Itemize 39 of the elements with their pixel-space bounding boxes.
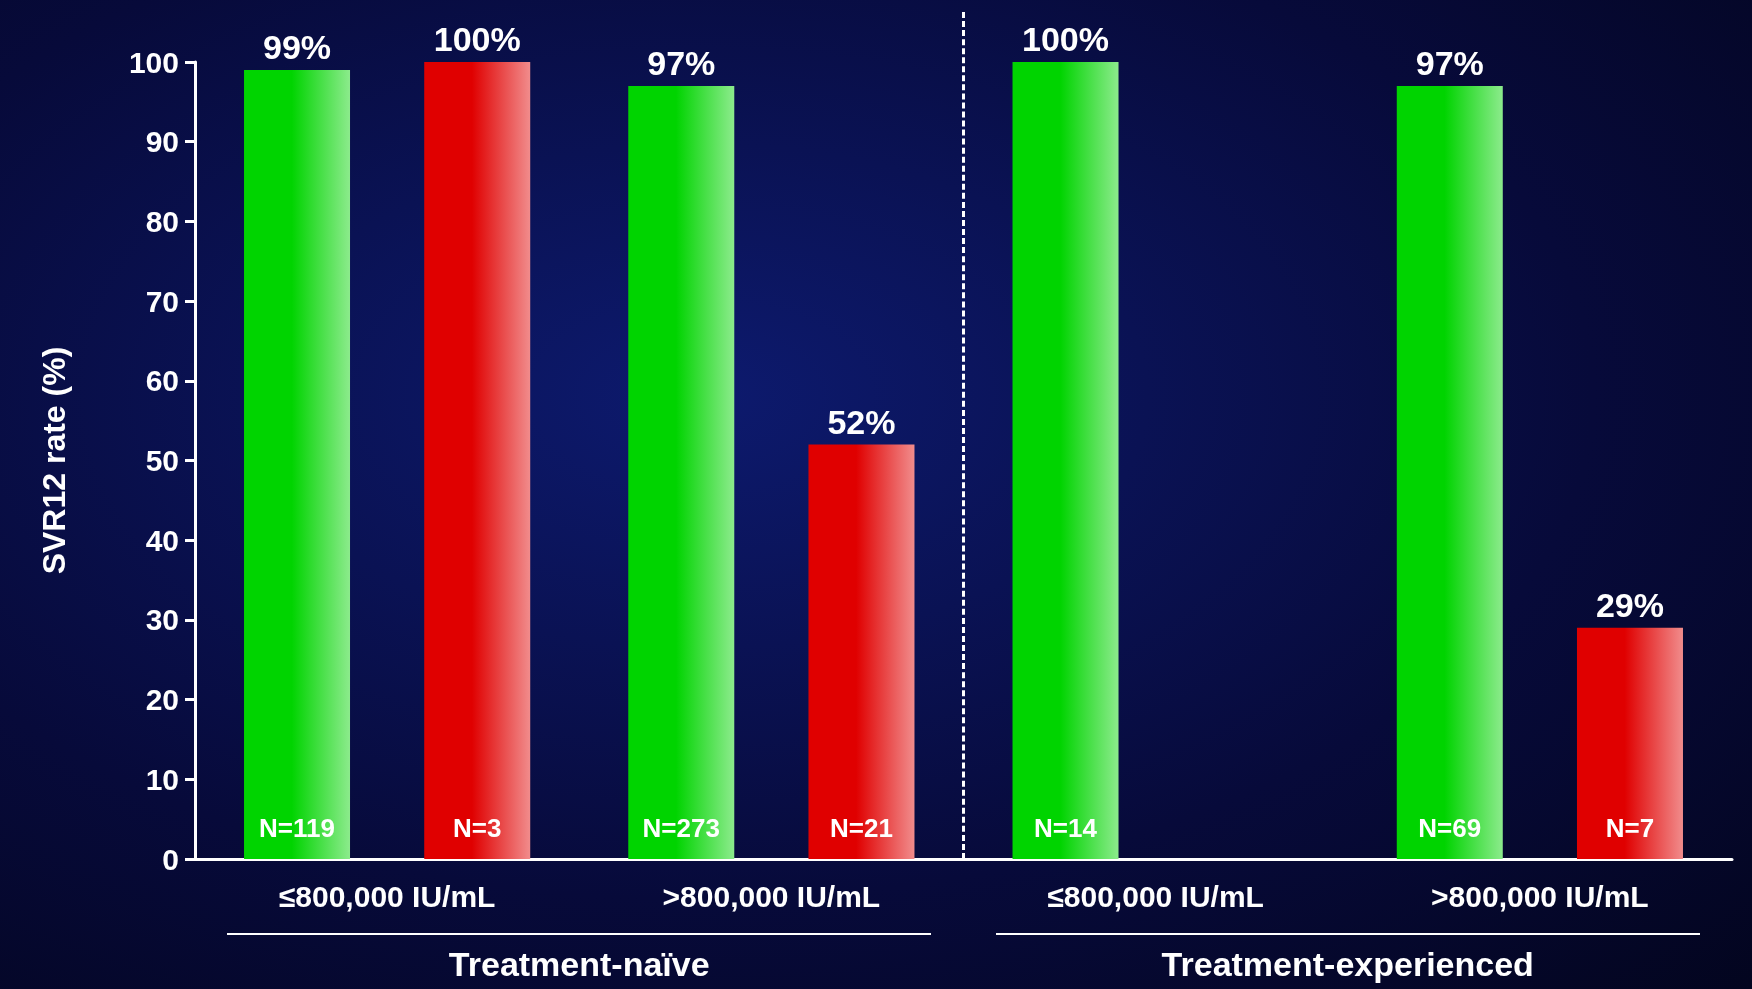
data-label: 100%: [1022, 20, 1110, 58]
y-tick-label: 30: [145, 603, 179, 637]
annotation: N=14: [1034, 813, 1098, 843]
bar: [424, 62, 531, 859]
y-axis-title: SVR12 rate (%): [36, 346, 72, 575]
y-tick-label: 100: [128, 45, 179, 79]
y-tick-label: 40: [145, 523, 179, 557]
y-tick-label: 60: [145, 364, 179, 398]
x-tick-label: ≤800,000 IU/mL: [1047, 879, 1264, 913]
data-label: 99%: [262, 27, 332, 66]
text: Treatment-naïve: [448, 945, 710, 983]
data-label: 52%: [827, 402, 896, 441]
bar: [628, 85, 735, 859]
text: Treatment-experienced: [1161, 945, 1534, 983]
x-tick-label: >800,000 IU/mL: [662, 879, 881, 913]
bar: [808, 444, 915, 859]
bar: [1396, 85, 1503, 859]
y-tick-label: 10: [145, 762, 179, 796]
x-tick-label: ≤800,000 IU/mL: [278, 879, 496, 913]
data-label: 100%: [433, 20, 521, 58]
y-tick-label: 50: [145, 444, 179, 477]
annotation: N=69: [1418, 813, 1482, 843]
data-label: 97%: [1415, 43, 1484, 82]
annotation: N=21: [830, 813, 893, 843]
data-label: 29%: [1595, 585, 1665, 624]
y-tick-label: 0: [162, 842, 179, 876]
data-label: 97%: [647, 43, 716, 82]
annotation: N=273: [642, 813, 720, 843]
x-tick-label: >800,000 IU/mL: [1431, 879, 1649, 913]
y-tick-label: 20: [145, 683, 179, 717]
annotation: N=7: [1605, 813, 1655, 843]
y-tick-label: 80: [145, 204, 179, 238]
annotation: N=119: [259, 813, 335, 843]
bar: [1012, 62, 1119, 859]
y-tick-label: 90: [145, 125, 179, 159]
bar: [244, 69, 351, 859]
annotation: N=3: [453, 813, 502, 843]
y-tick-label: 70: [145, 284, 179, 318]
bar: [1576, 627, 1683, 859]
